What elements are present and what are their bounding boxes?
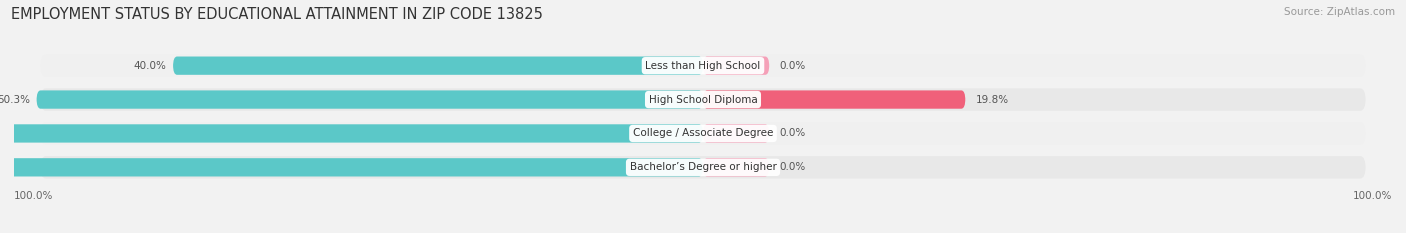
Text: 100.0%: 100.0% bbox=[14, 191, 53, 201]
Text: 40.0%: 40.0% bbox=[134, 61, 166, 71]
FancyBboxPatch shape bbox=[41, 88, 1365, 111]
FancyBboxPatch shape bbox=[0, 158, 703, 176]
FancyBboxPatch shape bbox=[703, 57, 769, 75]
Text: 50.3%: 50.3% bbox=[0, 95, 30, 105]
FancyBboxPatch shape bbox=[37, 90, 703, 109]
Text: Less than High School: Less than High School bbox=[645, 61, 761, 71]
FancyBboxPatch shape bbox=[703, 124, 769, 143]
Text: 0.0%: 0.0% bbox=[780, 128, 806, 138]
FancyBboxPatch shape bbox=[41, 55, 1365, 77]
Text: Bachelor’s Degree or higher: Bachelor’s Degree or higher bbox=[630, 162, 776, 172]
FancyBboxPatch shape bbox=[703, 158, 769, 176]
Text: 19.8%: 19.8% bbox=[976, 95, 1010, 105]
Text: 0.0%: 0.0% bbox=[780, 61, 806, 71]
Text: College / Associate Degree: College / Associate Degree bbox=[633, 128, 773, 138]
Text: Source: ZipAtlas.com: Source: ZipAtlas.com bbox=[1284, 7, 1395, 17]
Text: EMPLOYMENT STATUS BY EDUCATIONAL ATTAINMENT IN ZIP CODE 13825: EMPLOYMENT STATUS BY EDUCATIONAL ATTAINM… bbox=[11, 7, 543, 22]
FancyBboxPatch shape bbox=[41, 156, 1365, 178]
FancyBboxPatch shape bbox=[41, 122, 1365, 145]
Text: High School Diploma: High School Diploma bbox=[648, 95, 758, 105]
Text: 0.0%: 0.0% bbox=[780, 162, 806, 172]
Text: 100.0%: 100.0% bbox=[1353, 191, 1392, 201]
FancyBboxPatch shape bbox=[0, 124, 703, 143]
FancyBboxPatch shape bbox=[173, 57, 703, 75]
FancyBboxPatch shape bbox=[703, 90, 966, 109]
